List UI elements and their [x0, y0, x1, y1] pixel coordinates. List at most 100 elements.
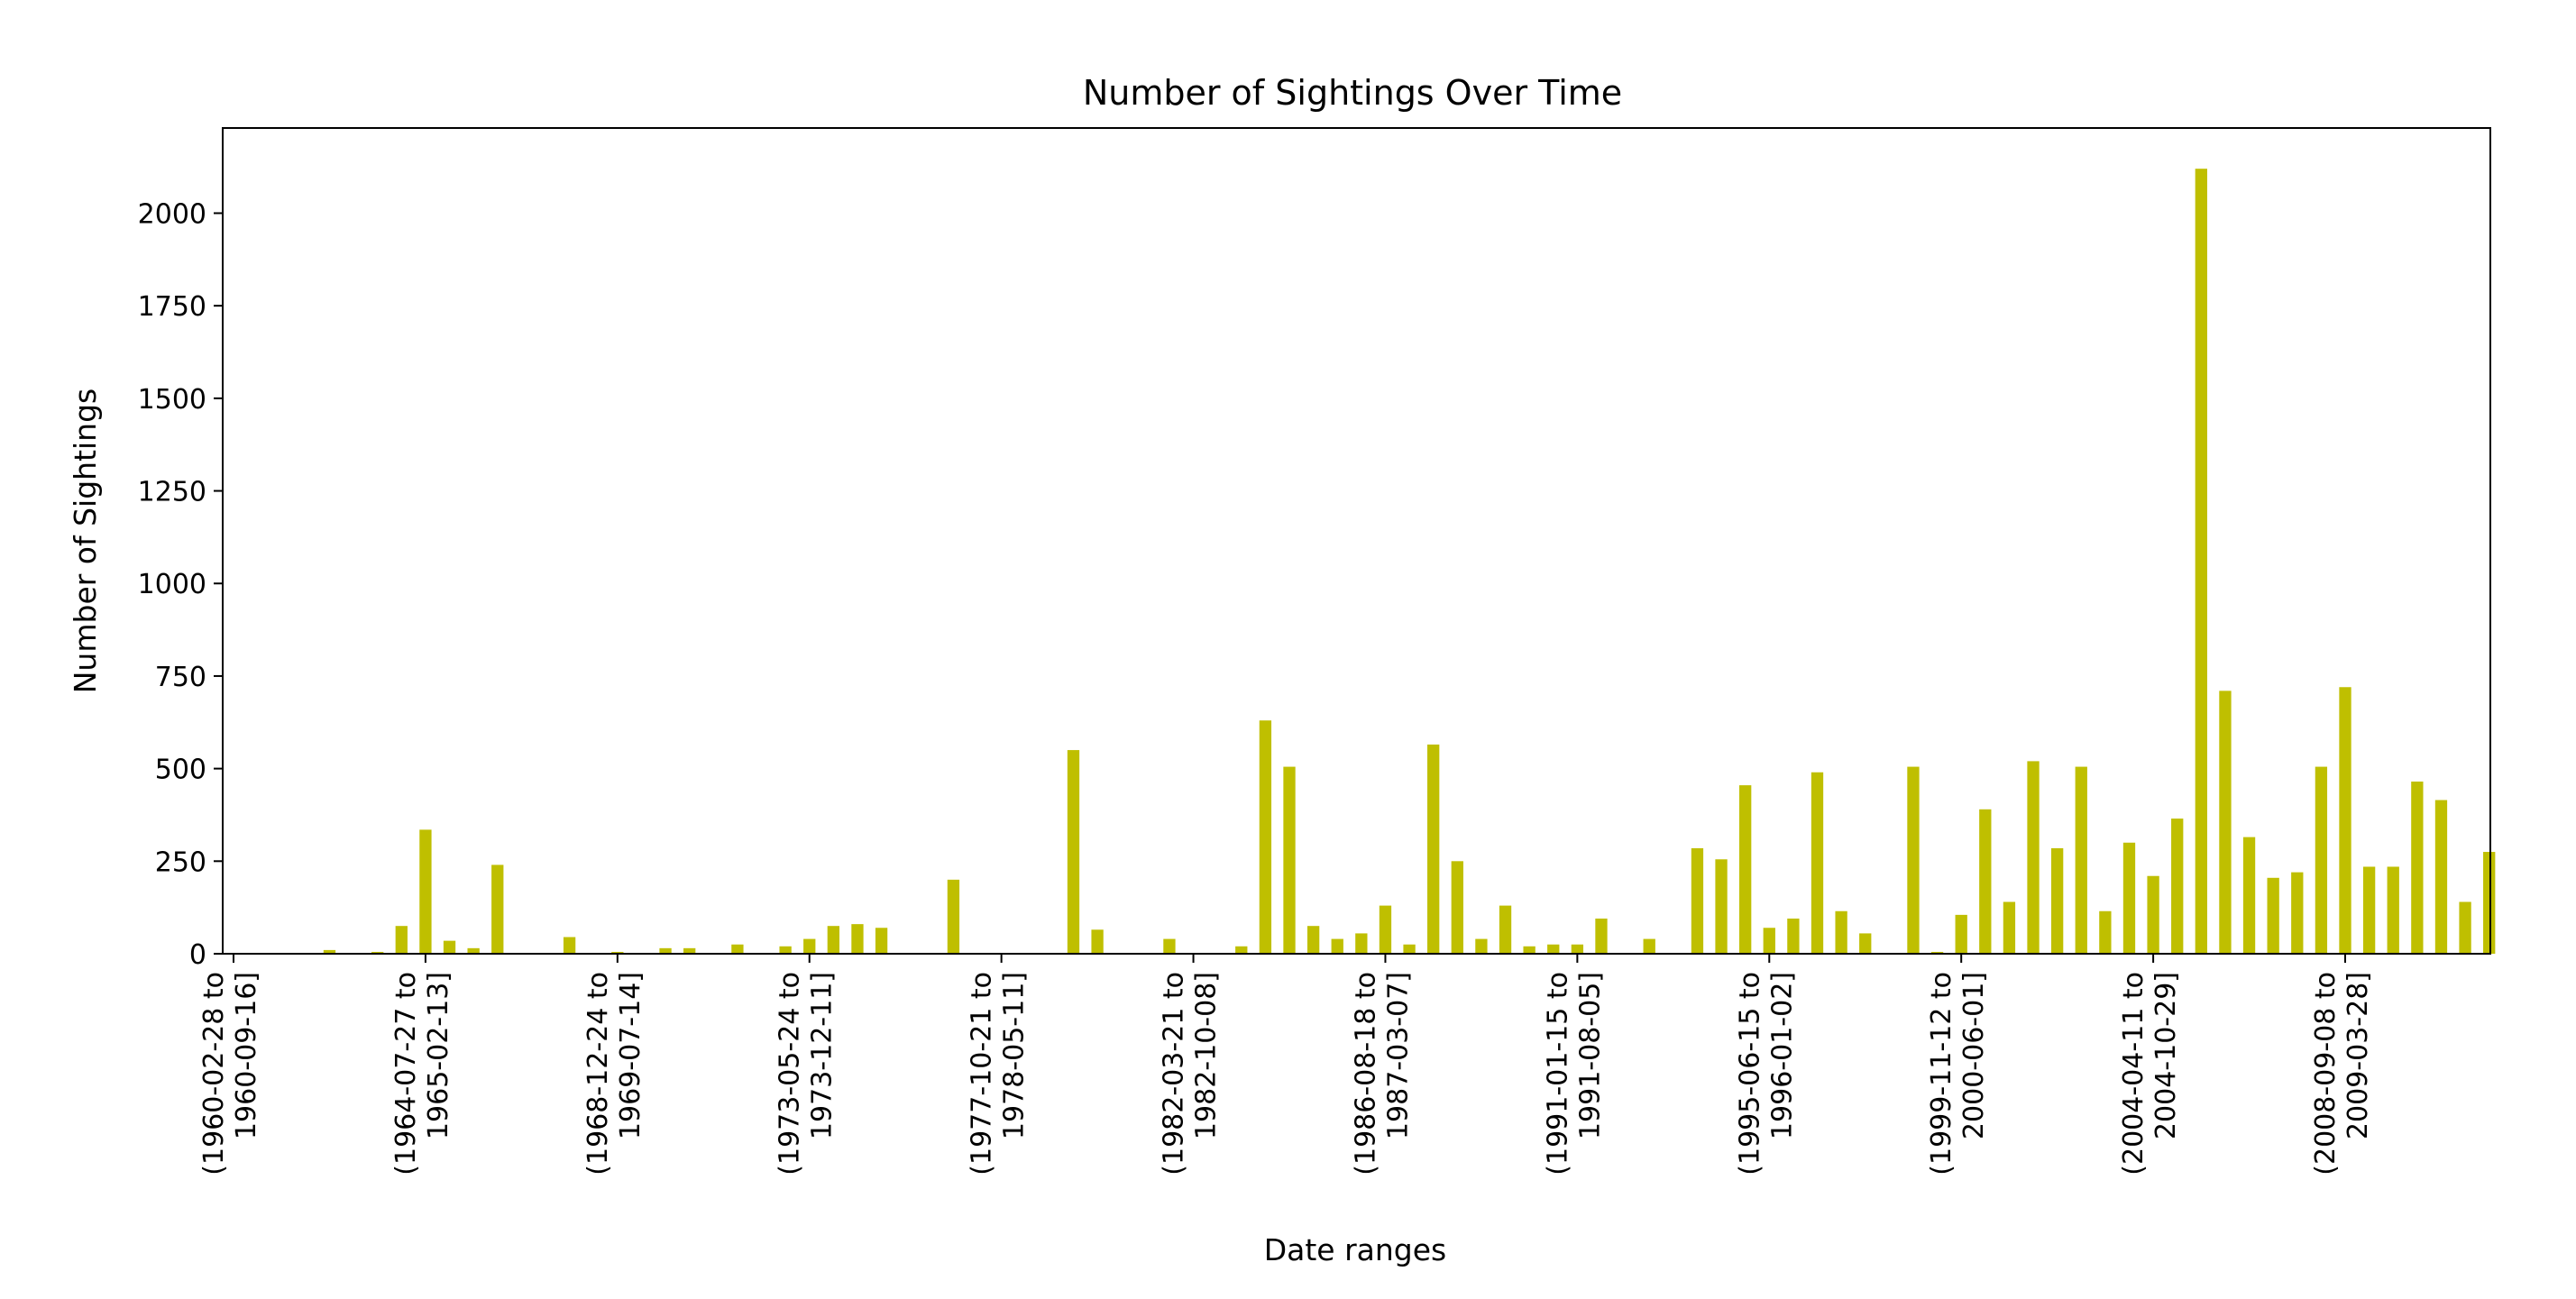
x-tick-label: (1964-07-27 to1965-02-13]: [390, 972, 454, 1176]
bar: [1691, 847, 1704, 954]
bar: [1763, 928, 1775, 954]
y-tick-label: 250: [155, 846, 206, 878]
x-tick-label-line1: (1999-11-12 to: [1926, 972, 1957, 1176]
bar: [1835, 910, 1847, 954]
x-tick-label-line1: (2008-09-08 to: [2310, 972, 2342, 1176]
bar: [1811, 772, 1824, 954]
x-axis-label: Date ranges: [1264, 1232, 1447, 1267]
bar: [2050, 847, 2064, 954]
bar: [1427, 744, 1440, 954]
bar: [2339, 687, 2351, 954]
x-tick-label-line2: 1960-09-16]: [231, 972, 262, 1139]
y-tick-label: 1000: [138, 569, 206, 600]
bar: [1259, 720, 1272, 954]
bar: [611, 951, 624, 954]
bar: [323, 949, 336, 954]
x-tick-label-line2: 2009-03-28]: [2342, 972, 2374, 1139]
bar: [2411, 782, 2424, 954]
bar: [1595, 918, 1608, 954]
bar: [2315, 766, 2328, 954]
bar: [803, 938, 816, 954]
bar: [371, 951, 384, 954]
bar: [2122, 842, 2136, 954]
x-tick-label: (1968-12-24 to1969-07-14]: [582, 972, 646, 1176]
x-tick-label-line1: (2004-04-11 to: [2118, 972, 2150, 1176]
bar: [2267, 877, 2279, 954]
bar: [1715, 859, 1728, 954]
y-tick-label: 1500: [138, 384, 206, 416]
x-tick-label: (1960-02-28 to1960-09-16]: [198, 972, 262, 1176]
x-tick-label: (1995-06-15 to1996-01-02]: [1734, 972, 1798, 1176]
bar: [683, 947, 696, 954]
x-tick-label: (2004-04-11 to2004-10-29]: [2118, 972, 2182, 1176]
bar: [2171, 819, 2184, 954]
bar: [1306, 926, 1320, 954]
bar: [1979, 809, 1992, 954]
bar: [2291, 872, 2304, 954]
x-tick-label-line1: (1995-06-15 to: [1734, 972, 1765, 1176]
x-tick-label: (1977-10-21 to1978-05-11]: [967, 972, 1031, 1176]
bar: [1643, 938, 1655, 954]
bar: [1355, 933, 1368, 954]
x-tick-label-line1: (1973-05-24 to: [775, 972, 806, 1176]
y-tick-label: 2000: [138, 198, 206, 230]
x-tick-label-line1: (1960-02-28 to: [198, 972, 230, 1176]
x-tick-label: (2008-09-08 to2009-03-28]: [2310, 972, 2374, 1176]
x-tick-label-line2: 1965-02-13]: [423, 972, 454, 1139]
bar: [1403, 944, 1416, 954]
bar: [2075, 766, 2087, 954]
bar: [2219, 691, 2232, 954]
bar: [1523, 946, 1536, 954]
bar: [2483, 852, 2496, 954]
x-tick-label-line1: (1986-08-18 to: [1351, 972, 1382, 1176]
bar: [419, 829, 432, 954]
bar: [875, 928, 888, 954]
bar: [2147, 875, 2159, 954]
bar: [1331, 938, 1343, 954]
bar: [1547, 944, 1560, 954]
bar: [851, 924, 864, 954]
x-tick-label-line2: 1978-05-11]: [999, 972, 1031, 1139]
bar: [1499, 905, 1512, 954]
x-tick-label: (1982-03-21 to1982-10-08]: [1159, 972, 1223, 1176]
bar: [491, 864, 504, 954]
bars-group: [323, 169, 2496, 954]
bar: [1283, 766, 1296, 954]
x-tick-label: (1991-01-15 to1991-08-05]: [1542, 972, 1606, 1176]
y-tick-label: 0: [189, 939, 206, 971]
bar: [467, 947, 480, 954]
bar: [1955, 914, 1967, 954]
x-tick-label-line2: 1969-07-14]: [615, 972, 646, 1139]
plot-frame: [222, 127, 2491, 955]
x-axis: (1960-02-28 to1960-09-16] (1964-07-27 to1…: [198, 954, 2374, 1176]
bar: [1451, 861, 1463, 954]
bar: [1475, 938, 1488, 954]
bar: [1235, 946, 1248, 954]
bar: [1163, 938, 1176, 954]
bar: [1787, 918, 1800, 954]
y-axis-label: Number of Sightings: [68, 389, 103, 694]
x-tick-label-line1: (1968-12-24 to: [582, 972, 614, 1176]
x-tick-label-line1: (1964-07-27 to: [390, 972, 422, 1176]
bar: [659, 947, 672, 954]
bar: [731, 944, 744, 954]
bar: [947, 879, 960, 954]
x-tick-label: (1986-08-18 to1987-03-07]: [1351, 972, 1415, 1176]
x-tick-label-line1: (1991-01-15 to: [1542, 972, 1573, 1176]
bar: [1907, 766, 1920, 954]
bar: [1739, 785, 1752, 954]
bar: [1091, 929, 1104, 954]
bar: [827, 926, 839, 954]
x-tick-label-line2: 1991-08-05]: [1574, 972, 1606, 1139]
x-tick-label: (1973-05-24 to1973-12-11]: [775, 972, 839, 1176]
bar: [1930, 951, 1944, 954]
x-tick-label-line2: 1987-03-07]: [1383, 972, 1415, 1139]
bar: [2362, 866, 2376, 954]
bar: [2459, 901, 2471, 954]
y-tick-label: 1250: [138, 477, 206, 508]
y-tick-label: 1750: [138, 291, 206, 323]
bar: [2434, 800, 2448, 954]
y-tick-label: 500: [155, 755, 206, 786]
bar: [1571, 944, 1584, 954]
